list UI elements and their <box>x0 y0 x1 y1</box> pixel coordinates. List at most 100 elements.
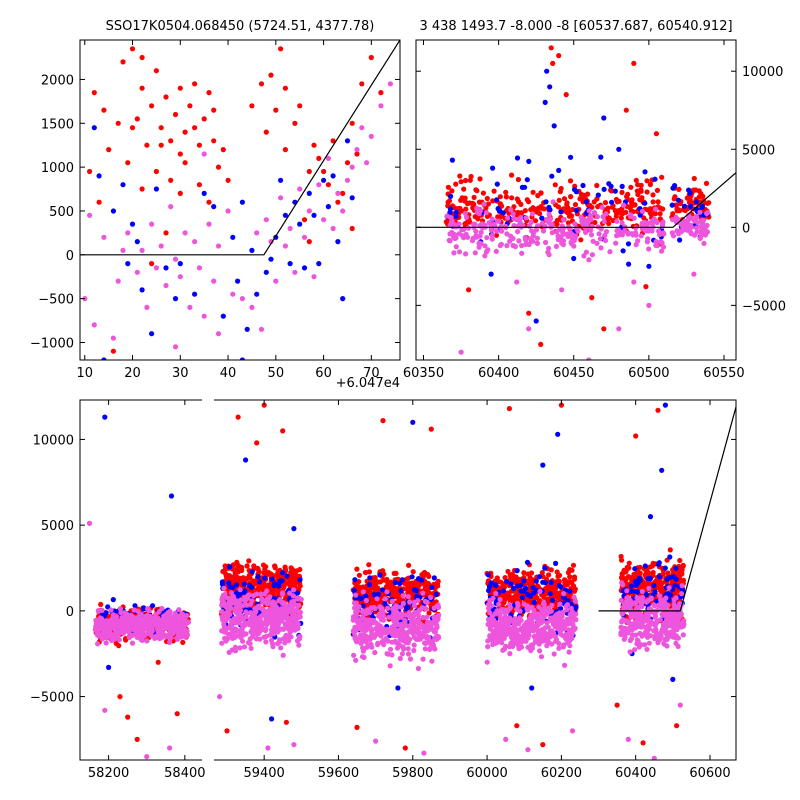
data-point <box>503 194 509 200</box>
data-point <box>264 571 270 578</box>
data-point <box>660 219 666 225</box>
data-point <box>633 177 639 183</box>
data-point <box>349 225 355 232</box>
data-point <box>178 622 184 628</box>
data-point <box>402 745 408 751</box>
data-point <box>510 585 517 591</box>
data-point <box>646 263 652 269</box>
data-point <box>540 462 546 468</box>
data-point <box>236 628 242 634</box>
data-point <box>467 200 473 206</box>
data-point <box>422 646 428 652</box>
data-point <box>568 230 574 236</box>
data-point <box>508 581 514 587</box>
data-point <box>546 572 552 578</box>
data-point <box>686 199 693 205</box>
data-point <box>540 618 546 624</box>
data-point <box>618 215 624 221</box>
data-point <box>644 178 650 184</box>
data-point <box>558 185 564 192</box>
data-point <box>660 244 667 250</box>
data-point <box>510 211 516 217</box>
data-point <box>589 295 595 301</box>
data-point <box>162 618 168 624</box>
data-point <box>391 570 397 577</box>
data-point <box>184 613 190 619</box>
data-point <box>690 187 697 193</box>
data-point <box>174 635 180 641</box>
data-point <box>493 626 499 632</box>
data-point <box>153 265 159 271</box>
data-point <box>530 628 537 634</box>
x-tick-label: 60450 <box>553 366 594 381</box>
data-point <box>462 221 468 227</box>
data-point <box>453 213 459 219</box>
data-point <box>241 632 247 638</box>
data-point <box>483 210 489 216</box>
data-point <box>545 596 552 602</box>
data-point <box>387 646 394 652</box>
data-point <box>525 199 532 205</box>
data-point <box>553 560 559 567</box>
data-point <box>277 596 283 603</box>
data-point <box>549 597 556 603</box>
y-tick-label: 1500 <box>41 117 74 132</box>
data-point <box>550 60 556 66</box>
data-point <box>292 120 298 126</box>
data-point <box>522 208 528 214</box>
data-point <box>551 651 557 657</box>
data-point <box>158 243 164 249</box>
data-point <box>160 634 166 640</box>
data-point <box>445 184 451 190</box>
data-point <box>228 590 234 596</box>
data-point <box>504 243 510 249</box>
data-point <box>228 624 234 630</box>
data-point <box>354 147 360 153</box>
data-point <box>499 228 505 234</box>
data-point <box>487 597 493 604</box>
data-point <box>631 60 637 66</box>
data-point <box>551 615 557 622</box>
data-point <box>134 269 140 275</box>
data-point <box>444 213 450 219</box>
y-tick-label: 1000 <box>41 161 74 176</box>
x-tick-label: 40 <box>220 366 237 381</box>
data-point <box>613 240 619 246</box>
data-point <box>701 240 707 246</box>
data-point <box>499 640 505 646</box>
data-point <box>358 596 364 602</box>
data-point <box>609 188 615 194</box>
data-point <box>232 648 239 654</box>
data-point <box>488 227 495 233</box>
data-point <box>135 608 141 614</box>
data-point <box>556 582 563 589</box>
data-point <box>280 652 286 658</box>
data-point <box>294 596 300 602</box>
data-point <box>624 193 630 200</box>
data-point <box>633 433 639 439</box>
data-point <box>353 657 359 663</box>
data-point <box>703 180 710 186</box>
data-point <box>579 218 585 224</box>
data-point <box>222 563 228 569</box>
data-point <box>512 623 518 629</box>
data-point <box>100 622 106 628</box>
data-point <box>642 200 648 206</box>
data-point <box>120 59 126 65</box>
data-point <box>316 155 322 161</box>
data-point <box>280 615 286 621</box>
data-point <box>252 606 258 612</box>
data-point <box>628 583 634 589</box>
data-point <box>569 213 575 219</box>
data-point <box>555 431 561 437</box>
data-point <box>507 595 513 601</box>
data-point <box>293 577 299 583</box>
data-point <box>646 246 652 252</box>
data-point <box>538 654 545 660</box>
data-point <box>472 250 478 256</box>
data-point <box>383 635 389 642</box>
data-point <box>567 574 573 580</box>
data-point <box>362 569 369 576</box>
data-point <box>427 646 433 653</box>
data-point <box>558 605 564 612</box>
